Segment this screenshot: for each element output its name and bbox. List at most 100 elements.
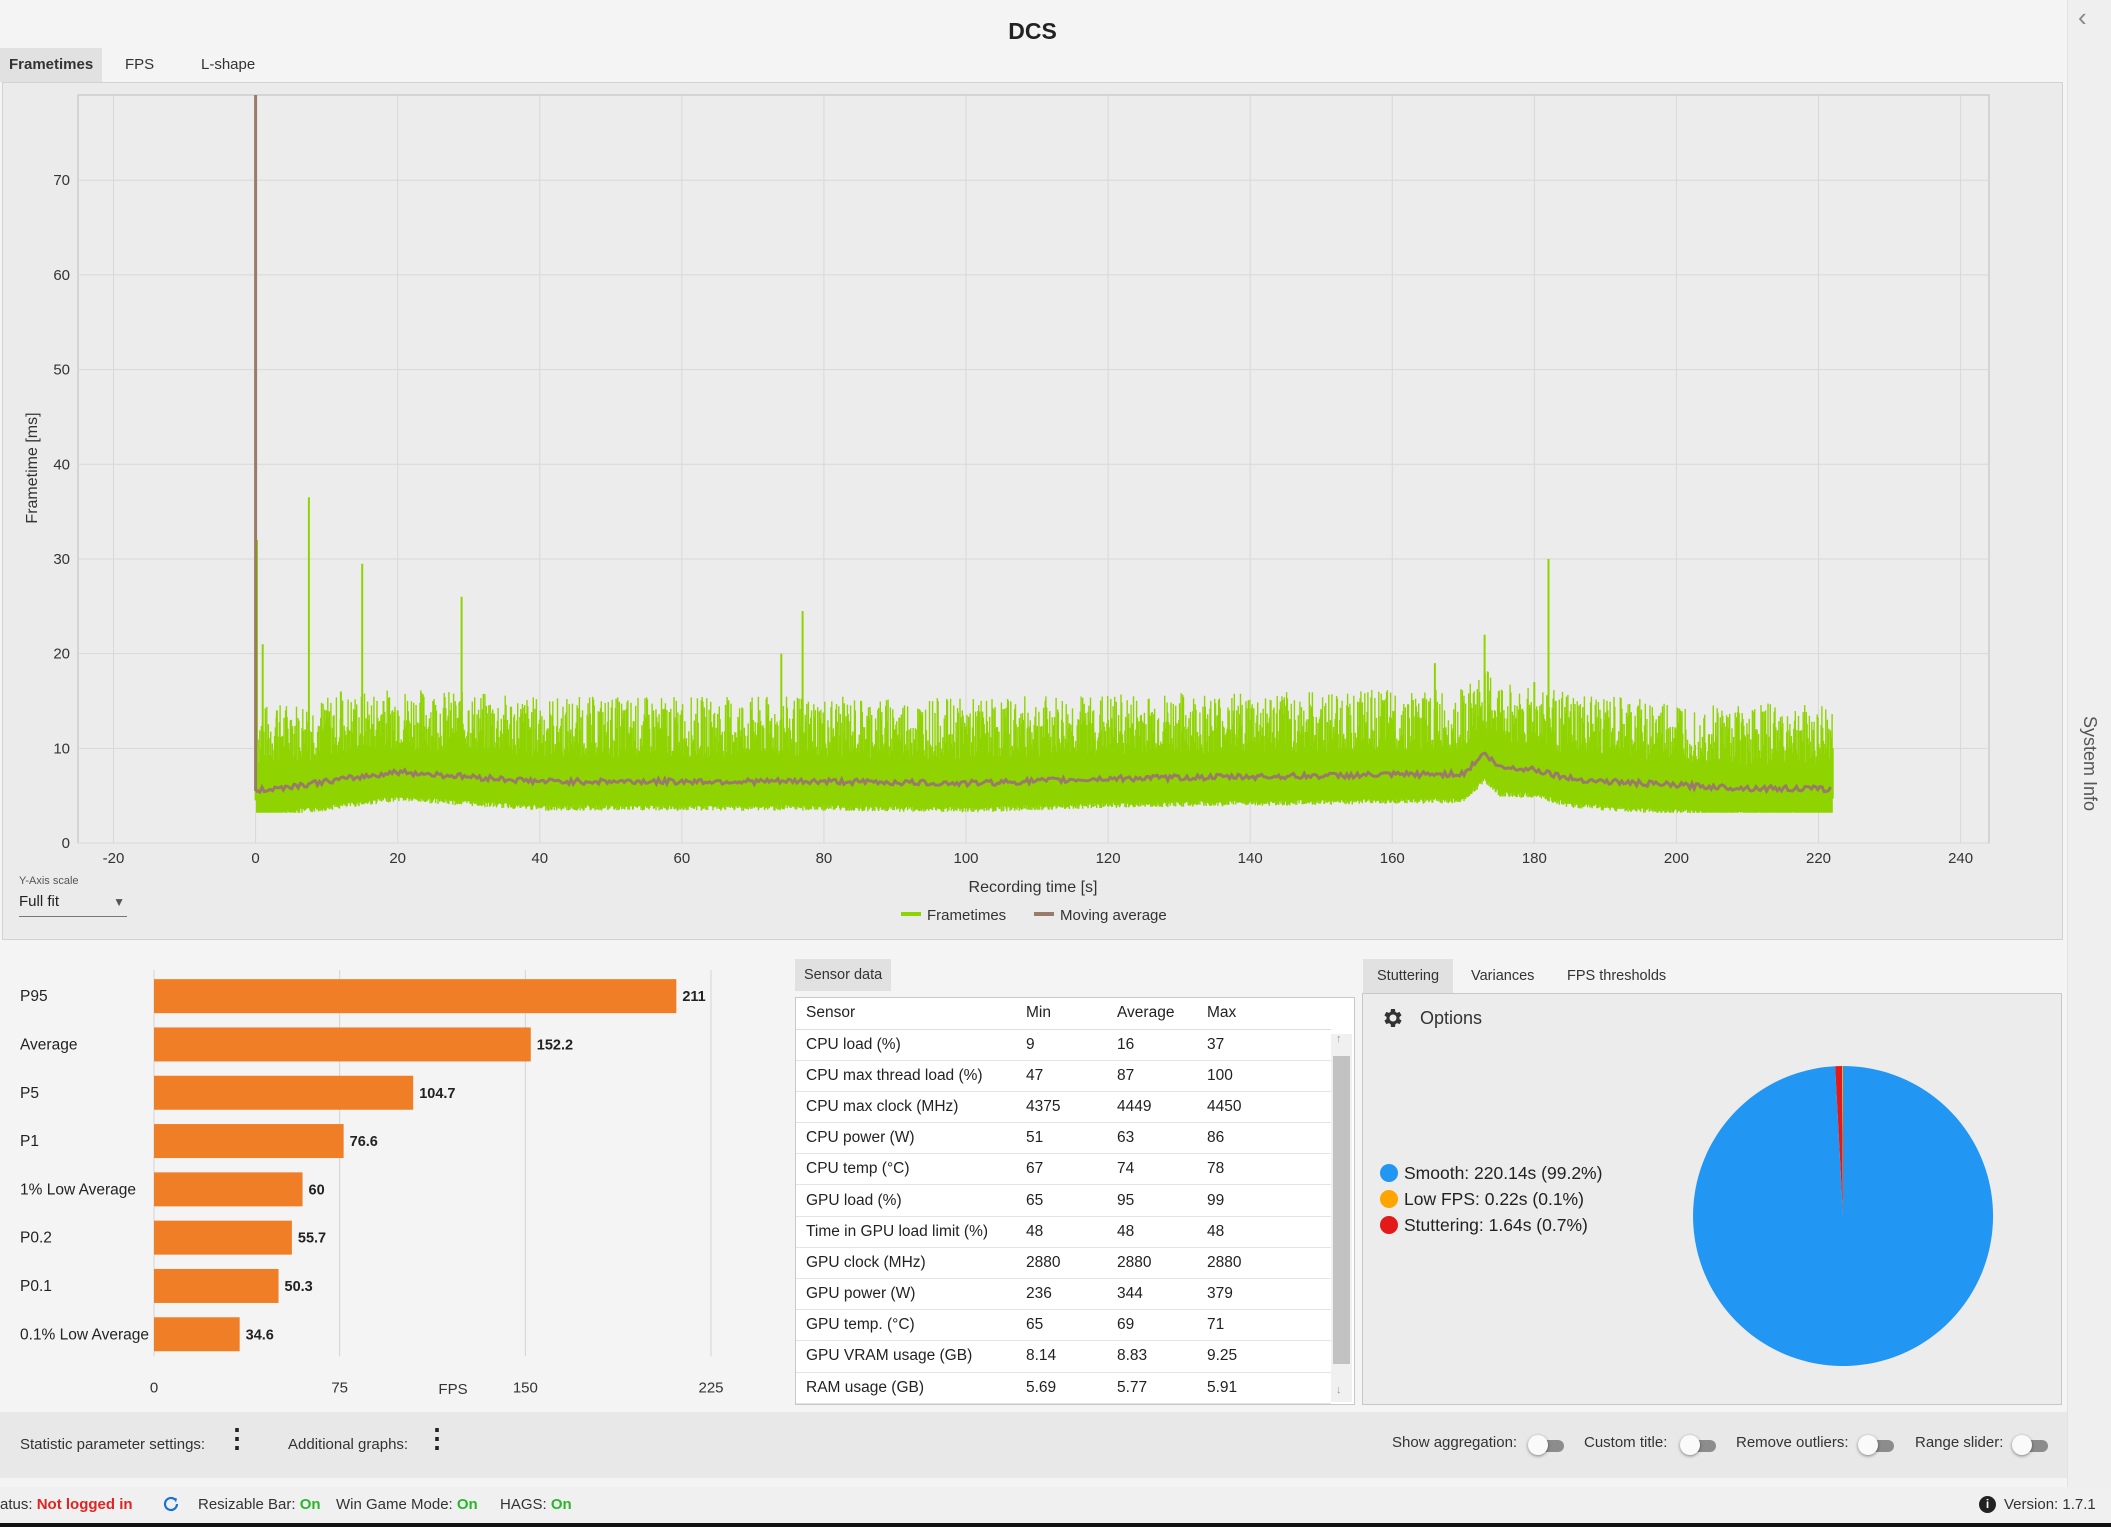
- fps-value-label: 76.6: [350, 1134, 378, 1150]
- x-tick-label: 80: [816, 850, 833, 867]
- fps-category-label: P5: [20, 1085, 39, 1102]
- additional-graphs-label: Additional graphs:: [288, 1436, 409, 1453]
- pie-slice-stuttering: [1835, 1066, 1843, 1216]
- legend-label-frametimes: Frametimes: [927, 907, 1006, 924]
- fps-bar: [154, 1075, 414, 1110]
- table-row[interactable]: GPU VRAM usage (GB) 8.14 8.83 9.25: [796, 1340, 1331, 1373]
- moving-average-line: [255, 751, 1832, 795]
- legend-item-low-fps: Low FPS: 0.22s (0.1%): [1380, 1186, 1602, 1212]
- fps-bar: [154, 1172, 303, 1207]
- win-game-mode-value: On: [456, 1496, 478, 1513]
- fps-category-label: P1: [20, 1133, 39, 1150]
- table-cell: 63: [1107, 1122, 1197, 1155]
- table-row[interactable]: CPU load (%) 9 16 37: [796, 1029, 1331, 1061]
- table-cell: CPU temp (°C): [796, 1153, 1016, 1186]
- stat-settings-menu-icon[interactable]: ⋮: [224, 1423, 250, 1453]
- x-tick-label: 140: [1238, 850, 1263, 867]
- window-bottom-edge: [0, 1523, 2111, 1527]
- fps-bar-chart: 0 75 150 225 P95 211 Average 152.2 P5 104.7 P1 76.…: [20, 970, 724, 1398]
- scroll-up-icon[interactable]: ↑: [1336, 1033, 1342, 1045]
- fps-value-label: 60: [309, 1182, 325, 1198]
- y-axis-label: Frametime [ms]: [24, 412, 41, 523]
- x-tick-label: 220: [1806, 850, 1831, 867]
- tab-l-shape[interactable]: L-shape: [201, 56, 256, 73]
- y-tick-label: 30: [53, 551, 70, 568]
- additional-graphs-menu-icon[interactable]: ⋮: [424, 1423, 450, 1453]
- x-tick-label: 160: [1380, 850, 1405, 867]
- legend-label-low-fps: Low FPS: 0.22s (0.1%): [1404, 1188, 1584, 1209]
- fps-value-label: 34.6: [246, 1327, 274, 1343]
- tab-variances[interactable]: Variances: [1471, 968, 1535, 984]
- options-button[interactable]: Options: [1380, 1004, 1580, 1034]
- table-header-row: Sensor Min Average Max: [796, 998, 1331, 1030]
- legend-item-stuttering: Stuttering: 1.64s (0.7%): [1380, 1212, 1602, 1238]
- table-row[interactable]: GPU power (W) 236 344 379: [796, 1278, 1331, 1311]
- table-cell: 99: [1197, 1184, 1331, 1217]
- table-cell: 9.25: [1197, 1340, 1331, 1373]
- y-tick-label: 60: [53, 267, 70, 284]
- table-cell: 37: [1197, 1029, 1331, 1061]
- table-row[interactable]: Time in GPU load limit (%) 48 48 48: [796, 1216, 1331, 1248]
- table-row[interactable]: GPU load (%) 65 95 99: [796, 1184, 1331, 1217]
- y-axis-scale-select[interactable]: Full fit ▼: [19, 891, 127, 917]
- remove-outliers-toggle[interactable]: [1858, 1435, 1898, 1455]
- chevron-left-icon[interactable]: ‹: [2078, 2, 2087, 32]
- table-cell: 74: [1107, 1153, 1197, 1186]
- version-label: Version: 1.7.1: [2004, 1496, 2096, 1513]
- table-row[interactable]: GPU temp. (°C) 65 69 71: [796, 1309, 1331, 1342]
- remove-outliers-label: Remove outliers:: [1736, 1434, 1849, 1451]
- range-slider-toggle[interactable]: [2012, 1435, 2052, 1455]
- tab-stuttering[interactable]: Stuttering: [1363, 959, 1454, 993]
- table-row[interactable]: RAM usage (GB) 5.69 5.77 5.91: [796, 1372, 1331, 1404]
- system-info-panel[interactable]: [2067, 0, 2111, 1527]
- fps-axis-label: FPS: [438, 1381, 467, 1398]
- system-info-label[interactable]: System Info: [2080, 716, 2100, 812]
- refresh-icon[interactable]: [161, 1494, 181, 1514]
- legend-dot-stuttering: [1380, 1216, 1398, 1234]
- column-header-max[interactable]: Max: [1197, 998, 1331, 1030]
- table-row[interactable]: CPU temp (°C) 67 74 78: [796, 1153, 1331, 1186]
- fps-bar: [154, 1317, 240, 1352]
- tab-fps[interactable]: FPS: [125, 56, 155, 73]
- tab-frametimes[interactable]: Frametimes: [0, 48, 103, 82]
- column-header-average[interactable]: Average: [1107, 998, 1197, 1030]
- table-cell: 65: [1016, 1184, 1107, 1217]
- scroll-down-icon[interactable]: ↓: [1336, 1384, 1342, 1396]
- table-cell: Time in GPU load limit (%): [796, 1216, 1016, 1248]
- column-header-sensor[interactable]: Sensor: [796, 998, 1016, 1030]
- table-row[interactable]: CPU max thread load (%) 47 87 100: [796, 1060, 1331, 1092]
- table-cell: 5.69: [1016, 1372, 1107, 1404]
- legend-label-smooth: Smooth: 220.14s (99.2%): [1404, 1162, 1603, 1183]
- plot-area: [77, 94, 1990, 844]
- table-cell: CPU max thread load (%): [796, 1060, 1016, 1092]
- column-header-min[interactable]: Min: [1016, 998, 1107, 1030]
- stuttering-pie-chart: [1693, 1065, 1994, 1366]
- tab-fps-thresholds[interactable]: FPS thresholds: [1567, 968, 1667, 984]
- y-tick-label: 0: [62, 835, 70, 852]
- bottom-settings-bar: [0, 1412, 2067, 1478]
- y-tick-label: 40: [53, 456, 70, 473]
- tab-sensor-data[interactable]: Sensor data: [795, 959, 892, 991]
- x-tick-label: 60: [674, 850, 691, 867]
- stutter-legend: Smooth: 220.14s (99.2%) Low FPS: 0.22s (…: [1380, 1160, 1602, 1238]
- fps-bar: [154, 979, 677, 1014]
- table-row[interactable]: CPU power (W) 51 63 86: [796, 1122, 1331, 1155]
- login-status-value[interactable]: Not logged in: [36, 1496, 133, 1513]
- fps-tick-label: 0: [150, 1379, 158, 1396]
- x-tick-label: 200: [1664, 850, 1689, 867]
- table-cell: 4449: [1107, 1091, 1197, 1124]
- info-icon[interactable]: i: [1979, 1496, 1996, 1513]
- show-aggregation-toggle[interactable]: [1528, 1435, 1568, 1455]
- range-slider-label: Range slider:: [1915, 1434, 2004, 1451]
- table-cell: 8.14: [1016, 1340, 1107, 1373]
- resizable-bar-value: On: [299, 1496, 321, 1513]
- scrollbar-thumb[interactable]: [1333, 1056, 1350, 1364]
- y-axis-scale-value: Full fit: [19, 893, 60, 910]
- table-row[interactable]: CPU max clock (MHz) 4375 4449 4450: [796, 1091, 1331, 1124]
- custom-title-toggle[interactable]: [1680, 1435, 1720, 1455]
- table-cell: 9: [1016, 1029, 1107, 1061]
- table-row[interactable]: GPU clock (MHz) 2880 2880 2880: [796, 1247, 1331, 1280]
- table-cell: 2880: [1197, 1247, 1331, 1280]
- frametime-chart: -20 0 20 40 60 80 100 120 140 160 180 200 220 240 0 10 2…: [24, 94, 1990, 924]
- hags-status: HAGS: On: [500, 1496, 572, 1513]
